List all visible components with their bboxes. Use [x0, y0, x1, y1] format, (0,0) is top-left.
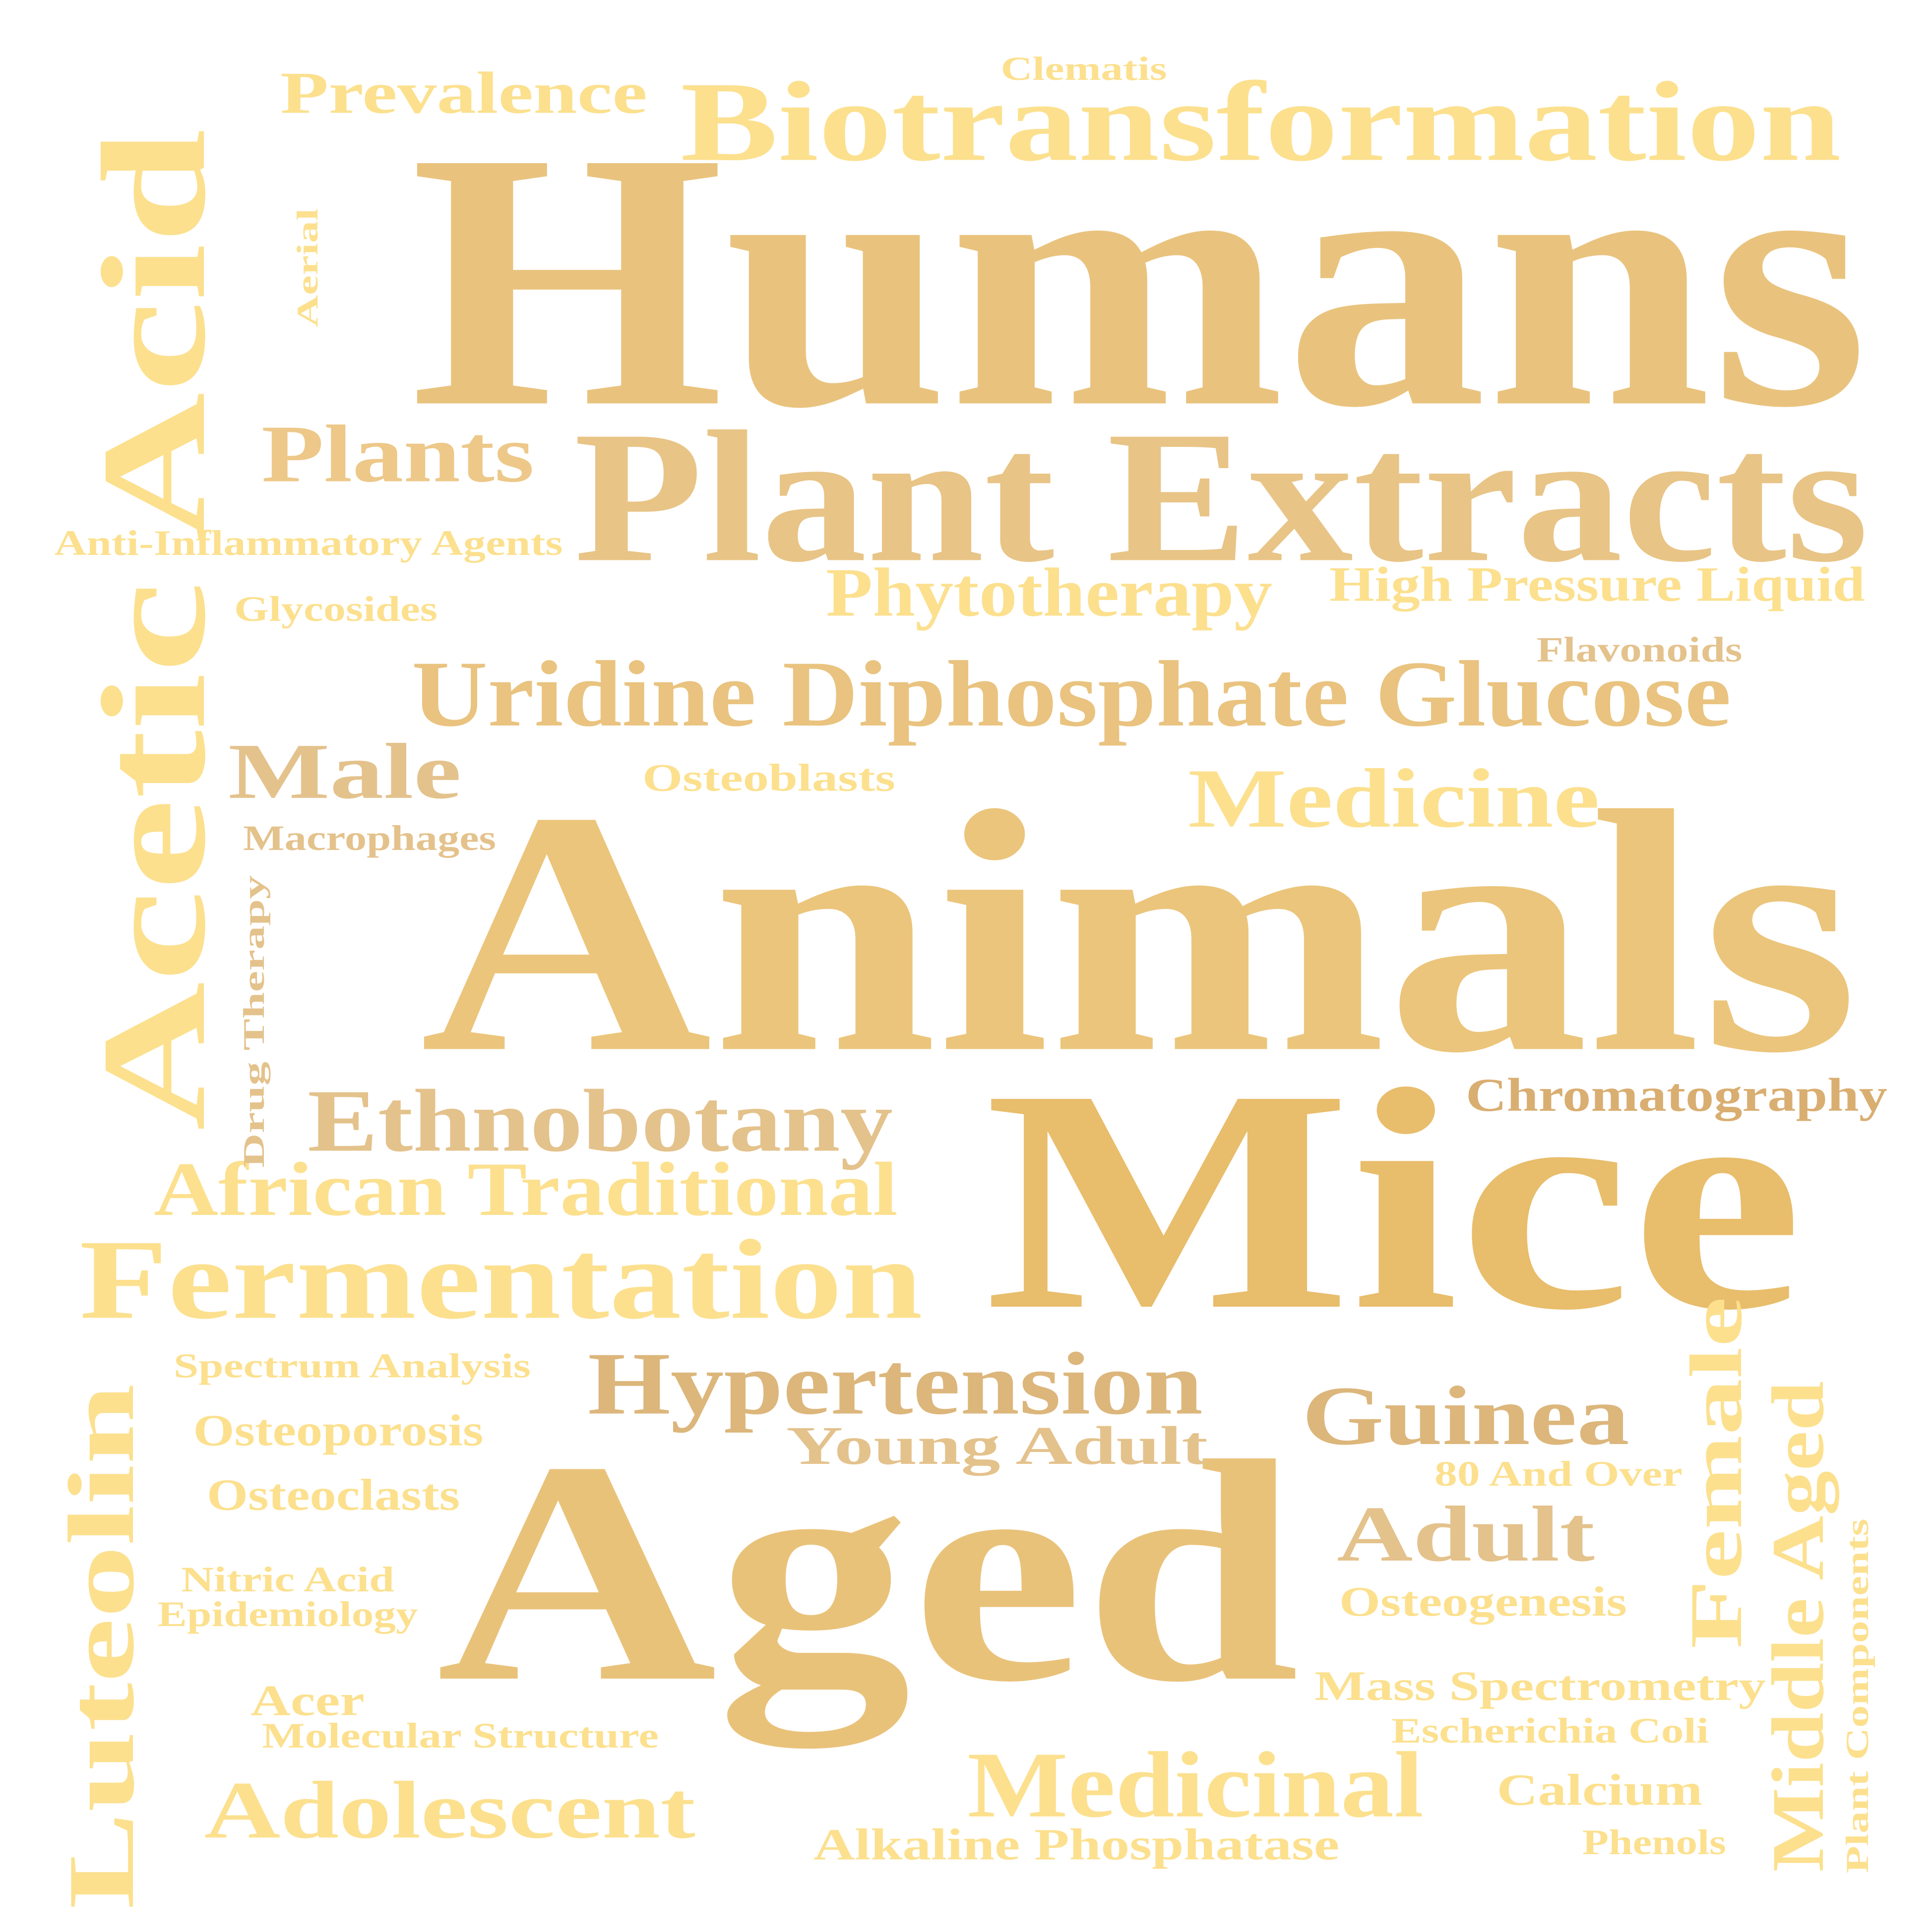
- word-animals: Animals: [420, 740, 1859, 1125]
- word-epidemiology: Epidemiology: [158, 1594, 418, 1634]
- word-flavonoids: Flavonoids: [1537, 630, 1743, 669]
- word-female: Female: [1675, 1297, 1757, 1649]
- word-ethnobotany: Ethnobotany: [308, 1072, 893, 1170]
- word-spectrum-analysis: Spectrum Analysis: [174, 1347, 531, 1386]
- word-escherichia-coli: Escherichia Coli: [1391, 1711, 1709, 1751]
- word-mass-spectrometry: Mass Spectrometry: [1314, 1663, 1766, 1709]
- word-humans: Humans: [410, 77, 1869, 483]
- word-clematis: Clematis: [1001, 50, 1167, 87]
- word-phytotherapy: Phytotherapy: [826, 554, 1272, 631]
- word-medicinal: Medicinal: [967, 1733, 1424, 1837]
- word-acetic-acid: Acetic Acid: [71, 129, 236, 1131]
- word-eighty-and-over: 80 And Over: [1434, 1454, 1683, 1494]
- word-african-traditional: African Traditional: [154, 1147, 898, 1232]
- word-middle-aged: Middle Aged: [1757, 1381, 1839, 1872]
- word-molecular-structure: Molecular Structure: [262, 1716, 659, 1755]
- word-uridine-diphosphate-glucose: Uridine Diphosphate Glucose: [412, 642, 1731, 746]
- word-osteoclasts: Osteoclasts: [207, 1471, 460, 1520]
- word-male: Male: [228, 727, 461, 815]
- word-macrophages: Macrophages: [243, 818, 496, 858]
- word-plant-components: Plant Components: [1840, 1519, 1875, 1873]
- word-osteoporosis: Osteoporosis: [193, 1406, 484, 1455]
- word-drug-therapy: Drug Therapy: [238, 875, 270, 1168]
- word-biotransformation: Biotransformation: [681, 59, 1841, 185]
- word-hypertension: Hypertension: [588, 1334, 1203, 1433]
- word-chromatography: Chromatography: [1466, 1069, 1887, 1121]
- word-fermentation: Fermentation: [79, 1216, 923, 1343]
- word-phenols: Phenols: [1582, 1822, 1726, 1862]
- word-luteolin: Luteolin: [50, 1384, 154, 1909]
- word-anti-inflammatory-agents: Anti-Inflammatory Agents: [55, 523, 563, 563]
- word-acer: Acer: [250, 1677, 365, 1725]
- word-prevalence: Prevalence: [280, 60, 647, 126]
- word-alkaline-phosphatase: Alkaline Phosphatase: [813, 1820, 1339, 1870]
- word-young-adult: Young Adult: [786, 1415, 1208, 1476]
- word-aerial: Aerial: [291, 208, 324, 327]
- word-glycosides: Glycosides: [234, 589, 437, 629]
- word-medicine: Medicine: [1188, 752, 1600, 845]
- word-osteogenesis: Osteogenesis: [1339, 1578, 1627, 1625]
- word-guinea: Guinea: [1302, 1369, 1629, 1462]
- word-high-pressure-liquid: High Pressure Liquid: [1329, 557, 1865, 612]
- word-plant-extracts: Plant Extracts: [574, 393, 1869, 602]
- word-calcium: Calcium: [1497, 1766, 1703, 1815]
- word-nitric-acid: Nitric Acid: [181, 1560, 394, 1599]
- word-adult: Adult: [1337, 1490, 1595, 1578]
- word-adolescent: Adolescent: [204, 1765, 695, 1856]
- word-aged: Aged: [436, 1396, 1300, 1753]
- word-mice: Mice: [985, 1025, 1803, 1376]
- word-plants: Plants: [261, 409, 534, 499]
- word-osteoblasts: Osteoblasts: [642, 756, 895, 799]
